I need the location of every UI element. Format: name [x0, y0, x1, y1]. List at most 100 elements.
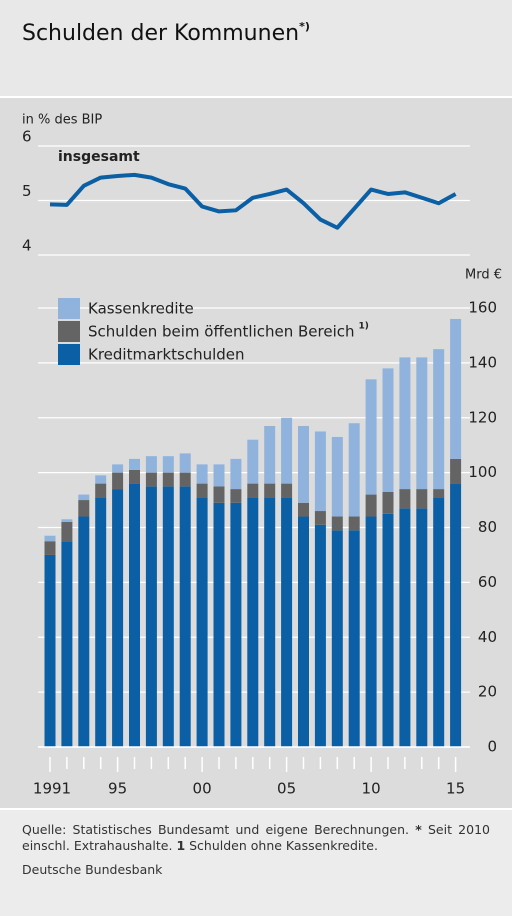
bar-segment [112, 472, 124, 490]
bar-segment [179, 486, 191, 747]
source: Quelle: Statistisches Bundesamt und eige… [22, 822, 409, 837]
bar-segment [281, 497, 293, 747]
bar-segment [129, 458, 140, 470]
bar-segment [145, 456, 157, 473]
bar-segment [264, 483, 276, 498]
bar-segment [450, 318, 462, 459]
bar-segment [196, 483, 208, 498]
y-tick-label: 20 [478, 683, 497, 701]
legend-label: Schulden beim öffentlichen Bereich [88, 323, 355, 341]
bar-segment [331, 516, 343, 531]
bar-segment [61, 541, 73, 747]
bar-segment [112, 489, 124, 747]
bar-segment [213, 502, 225, 747]
bar-segment [61, 522, 73, 542]
series-label: insgesamt [58, 149, 140, 165]
bar-segment [348, 530, 360, 747]
bar-segment [298, 516, 309, 747]
bar-segment [145, 472, 157, 487]
bar-segment [348, 516, 360, 531]
bar-segment [95, 475, 107, 484]
bar-segment [365, 379, 377, 495]
bar-segment [314, 431, 326, 512]
x-tick-label: 1991 [33, 780, 71, 798]
bar-segment [145, 486, 157, 747]
title-wrap: Schulden der Kommunen*) [22, 20, 310, 46]
bar-segment [78, 500, 90, 517]
bar-segment [230, 489, 242, 503]
x-tick-label: 00 [193, 780, 212, 798]
bar-segment [382, 368, 394, 492]
bar-segment [331, 436, 343, 517]
bar-segment [348, 423, 360, 517]
y-tick-label: 40 [478, 628, 497, 646]
bar-segment [416, 508, 428, 747]
bar-segment [247, 497, 259, 747]
bar-segment [450, 483, 462, 747]
bar-segment [179, 453, 191, 473]
bar-segment [247, 439, 259, 484]
bar-segment [61, 519, 73, 523]
bar-segment [95, 483, 107, 498]
bar-segment [382, 513, 394, 747]
bar-segment [399, 357, 411, 490]
y-tick-label: 120 [468, 408, 497, 426]
legend-swatch [58, 321, 80, 342]
bar-segment [382, 491, 394, 514]
chart: in % des BIP 4 5 6 insgesamt Mrd € 0 20 40 60 80 10… [0, 98, 512, 808]
bar-segment [298, 425, 309, 503]
bar-segment [162, 456, 174, 473]
title-note: *) [299, 20, 310, 33]
bar-segment [314, 524, 326, 747]
bar-segment [450, 458, 462, 484]
note: Seit 2010 einschl. Extrahaushalte. [22, 822, 490, 853]
y-tick-label: 80 [478, 518, 497, 536]
y-tick-label: 140 [468, 353, 497, 371]
legend-swatch [58, 298, 80, 319]
legend-swatch [58, 344, 80, 365]
bar-segment [44, 541, 56, 555]
y-tick-label: 100 [468, 463, 497, 481]
note-marker: 1 [176, 838, 186, 853]
note: Schulden ohne Kassenkredite. [189, 838, 378, 853]
bar-segment [314, 511, 326, 525]
bar-segment [433, 349, 445, 490]
bar-segment [213, 486, 225, 503]
bar-segment [416, 489, 428, 509]
x-tick-label: 95 [108, 780, 127, 798]
bar-segment [416, 357, 428, 490]
x-tick-label: 15 [446, 780, 465, 798]
y-tick-label: 60 [478, 573, 497, 591]
bar-segment [331, 530, 343, 747]
legend-label: Kassenkredite [88, 300, 194, 318]
publisher-line: Deutsche Bundesbank [0, 854, 512, 878]
bar-segment [298, 502, 309, 517]
bar-segment [196, 464, 208, 484]
note-marker: * [415, 822, 422, 837]
x-tick-label: 10 [362, 780, 381, 798]
x-tick-label: 05 [277, 780, 296, 798]
legend-label: Kreditmarktschulden [88, 346, 245, 364]
bar-segment [433, 489, 445, 498]
bar-segment [112, 464, 124, 473]
y-tick-label: 4 [22, 237, 32, 255]
bar-segment [196, 497, 208, 747]
bar-segment [399, 508, 411, 747]
bar-segment [281, 483, 293, 498]
chart-title: Schulden der Kommunen [22, 21, 300, 46]
bar-segment [247, 483, 259, 498]
bar-segment [78, 516, 90, 747]
bar-segment [179, 472, 191, 487]
footer: Quelle: Statistisches Bundesamt und eige… [0, 810, 512, 916]
bar-segment [433, 497, 445, 747]
bar-segment [399, 489, 411, 509]
bar-segment [365, 516, 377, 747]
publisher: Deutsche Bundesbank [22, 862, 163, 877]
y-tick-label: 5 [22, 182, 32, 200]
legend-note: 1) [359, 322, 369, 332]
bar-segment [230, 502, 242, 747]
bar-segment [162, 486, 174, 747]
bar-segment [129, 469, 140, 484]
bar-segment [281, 417, 293, 484]
